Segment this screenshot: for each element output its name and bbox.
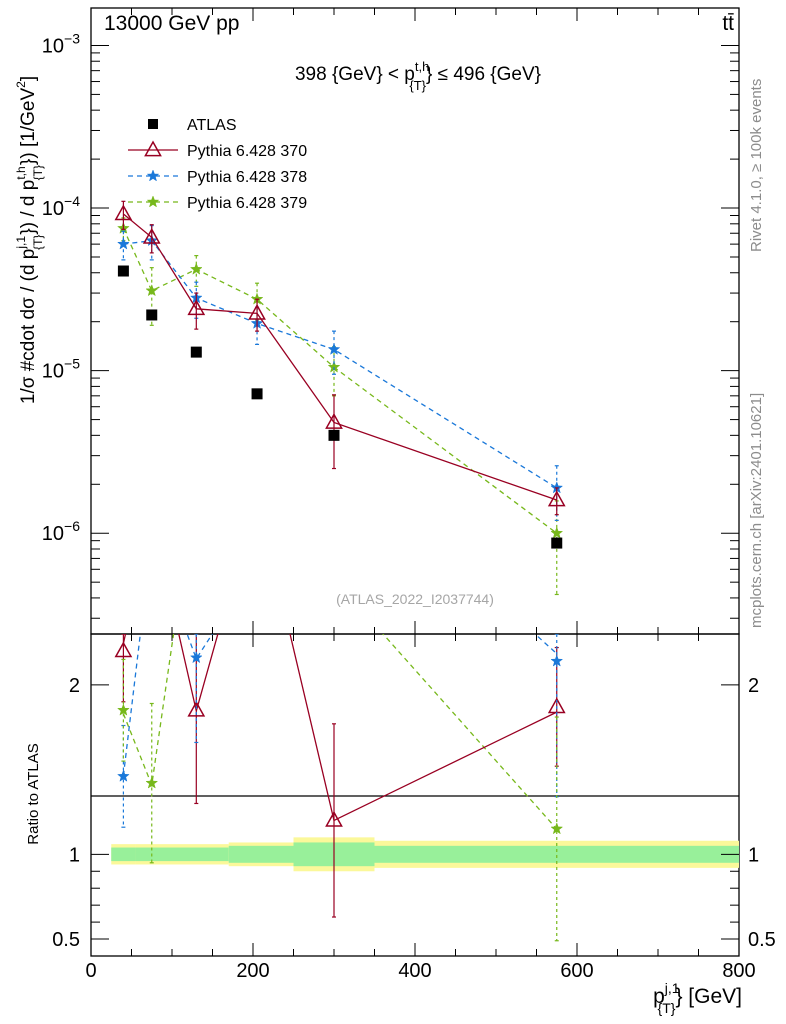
x-tick-labels: 0 200 400 600 800	[85, 960, 755, 982]
series-point	[117, 237, 130, 250]
series-point	[325, 412, 343, 429]
series-line	[123, 239, 558, 489]
ratio-point	[145, 776, 159, 789]
legend-label: Pythia 6.428 379	[187, 195, 307, 212]
ratio-axis-ticks: 0.5 0.5 1 1 2 2	[52, 634, 776, 956]
ratio-point	[117, 769, 130, 782]
atlas-data-point	[146, 309, 158, 321]
x-tick-label: 0	[85, 960, 96, 982]
ratio-point	[550, 654, 564, 667]
data-band-inner	[228, 845, 294, 863]
panel-title: 398 {GeV} < pt,h {T}} ≤ 496 {GeV}	[295, 59, 541, 93]
header-energy-label: 13000 GeV pp	[104, 12, 239, 35]
ratio-panel-frame	[90, 633, 740, 957]
series-point	[114, 204, 133, 221]
ratio-y-tick-label: 2	[69, 675, 80, 697]
series-point	[248, 303, 266, 320]
main-panel-frame	[90, 7, 740, 635]
legend-label: Pythia 6.428 378	[187, 169, 307, 186]
legend-label: ATLAS	[187, 117, 237, 134]
data-band-inner	[135, 847, 172, 862]
ratio-series-line	[122, 634, 558, 830]
data-band-inner	[374, 845, 739, 863]
x-tick-label: 400	[398, 960, 431, 982]
atlas-data-point	[551, 537, 563, 549]
series-point	[142, 227, 161, 244]
atlas-data-point	[328, 429, 340, 441]
x-tick-label: 600	[560, 960, 593, 982]
legend-marker	[146, 169, 160, 182]
main-y-axis-label: 1/σ #cdot dσ / (d pj,1 {T}}) / d pt,h {T}}…	[14, 76, 45, 404]
ratio-point	[325, 810, 343, 827]
atlas-data-point	[251, 388, 263, 400]
ratio-series-line	[122, 634, 558, 822]
legend-label: Pythia 6.428 370	[187, 143, 307, 160]
main-axis-ticks: 10−3 10−4 10−5 10−6	[42, 8, 740, 634]
analysis-watermark: (ATLAS_2022_I2037744)	[336, 591, 494, 607]
main-series-group	[114, 200, 566, 596]
x-tick-label: 200	[236, 960, 269, 982]
ratio-y-tick-label-right: 2	[748, 675, 759, 697]
rivet-version-text: Rivet 4.1.0, ≥ 100k events	[748, 79, 765, 252]
ratio-series-line	[122, 634, 558, 776]
ratio-y-axis-label: Ratio to ATLAS	[25, 743, 42, 844]
legend: ATLAS Pythia 6.428 370 Pythia 6.428 378 Pyt…	[128, 117, 307, 212]
ratio-point	[187, 700, 206, 717]
legend-marker	[146, 195, 160, 208]
ratio-point	[189, 650, 203, 664]
series-point	[547, 490, 566, 507]
series-point	[327, 342, 341, 355]
atlas-data-point	[190, 346, 202, 358]
ratio-point	[114, 641, 133, 658]
legend-marker	[148, 119, 158, 129]
data-band-inner	[172, 847, 229, 862]
y-tick-label: 10−6	[42, 518, 80, 545]
legend-marker	[144, 140, 162, 157]
ratio-uncertainty-bands	[111, 837, 739, 872]
ratio-series-clip-group	[114, 634, 566, 942]
ratio-point	[117, 703, 130, 716]
series-line	[122, 213, 557, 501]
series-point	[550, 526, 564, 539]
series-point	[145, 284, 159, 297]
ratio-y-tick-label-right: 0.5	[748, 929, 776, 951]
atlas-data-point	[117, 265, 129, 277]
series-point	[187, 299, 206, 316]
ratio-y-tick-label-right: 1	[748, 844, 759, 866]
x-axis-label: pj,1 {T}} [GeV]	[653, 980, 742, 1016]
mcplots-credit-text: mcplots.cern.ch [arXiv:2401.10621]	[748, 393, 765, 628]
y-tick-label: 10−4	[42, 193, 80, 220]
y-tick-label: 10−3	[42, 30, 80, 57]
ratio-y-tick-label: 0.5	[52, 929, 80, 951]
series-line	[122, 228, 558, 534]
header-process-label: tt̄	[722, 12, 734, 35]
data-band-inner	[111, 847, 136, 862]
ratio-series-group	[114, 634, 566, 942]
x-tick-label: 800	[722, 960, 755, 982]
ratio-point	[550, 822, 564, 835]
y-tick-label: 10−5	[42, 356, 80, 383]
ratio-y-tick-label: 1	[69, 844, 80, 866]
series-point	[189, 262, 203, 275]
